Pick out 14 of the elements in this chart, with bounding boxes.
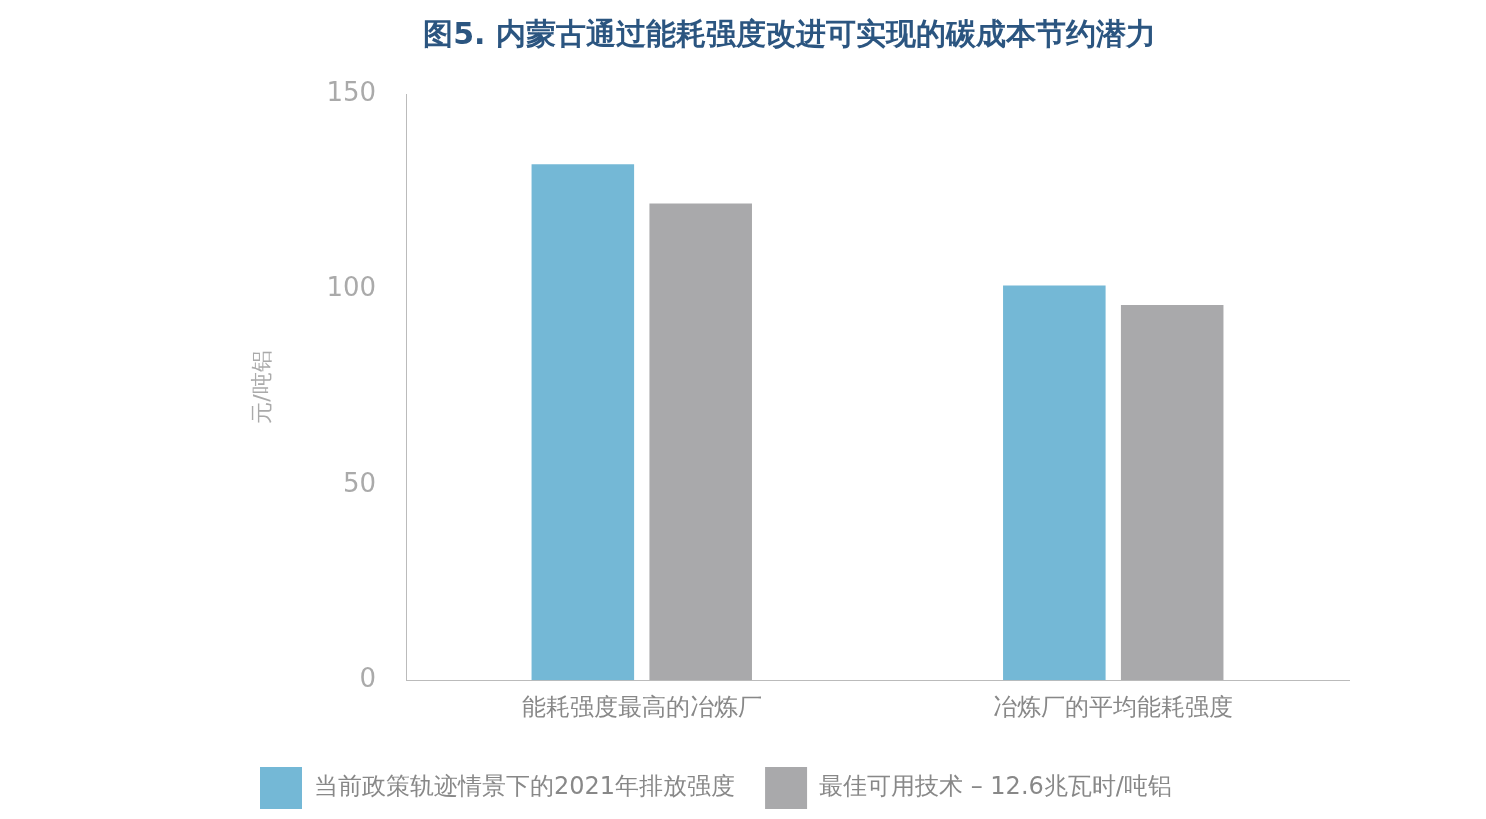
bar [531, 164, 635, 681]
bar [649, 203, 752, 681]
y-tick-label: 50 [342, 467, 377, 498]
x-tick-label: 能耗强度最高的冶炼厂 [521, 692, 762, 721]
legend-label: 最佳可用技术 – 12.6兆瓦时/吨铝 [819, 772, 1172, 801]
y-tick-label: 0 [359, 662, 377, 693]
bar [1120, 305, 1224, 681]
bar [1003, 285, 1106, 681]
legend-label: 当前政策轨迹情景下的2021年排放强度 [314, 772, 736, 801]
chart-title: 图5. 内蒙古通过能耗强度改进可实现的碳成本节约潜力 [423, 15, 1156, 51]
x-tick-label: 冶炼厂的平均能耗强度 [993, 692, 1234, 721]
y-tick-label: 100 [326, 272, 377, 303]
y-axis-title: 元/吨铝 [248, 350, 274, 424]
y-tick-label: 150 [326, 76, 377, 107]
